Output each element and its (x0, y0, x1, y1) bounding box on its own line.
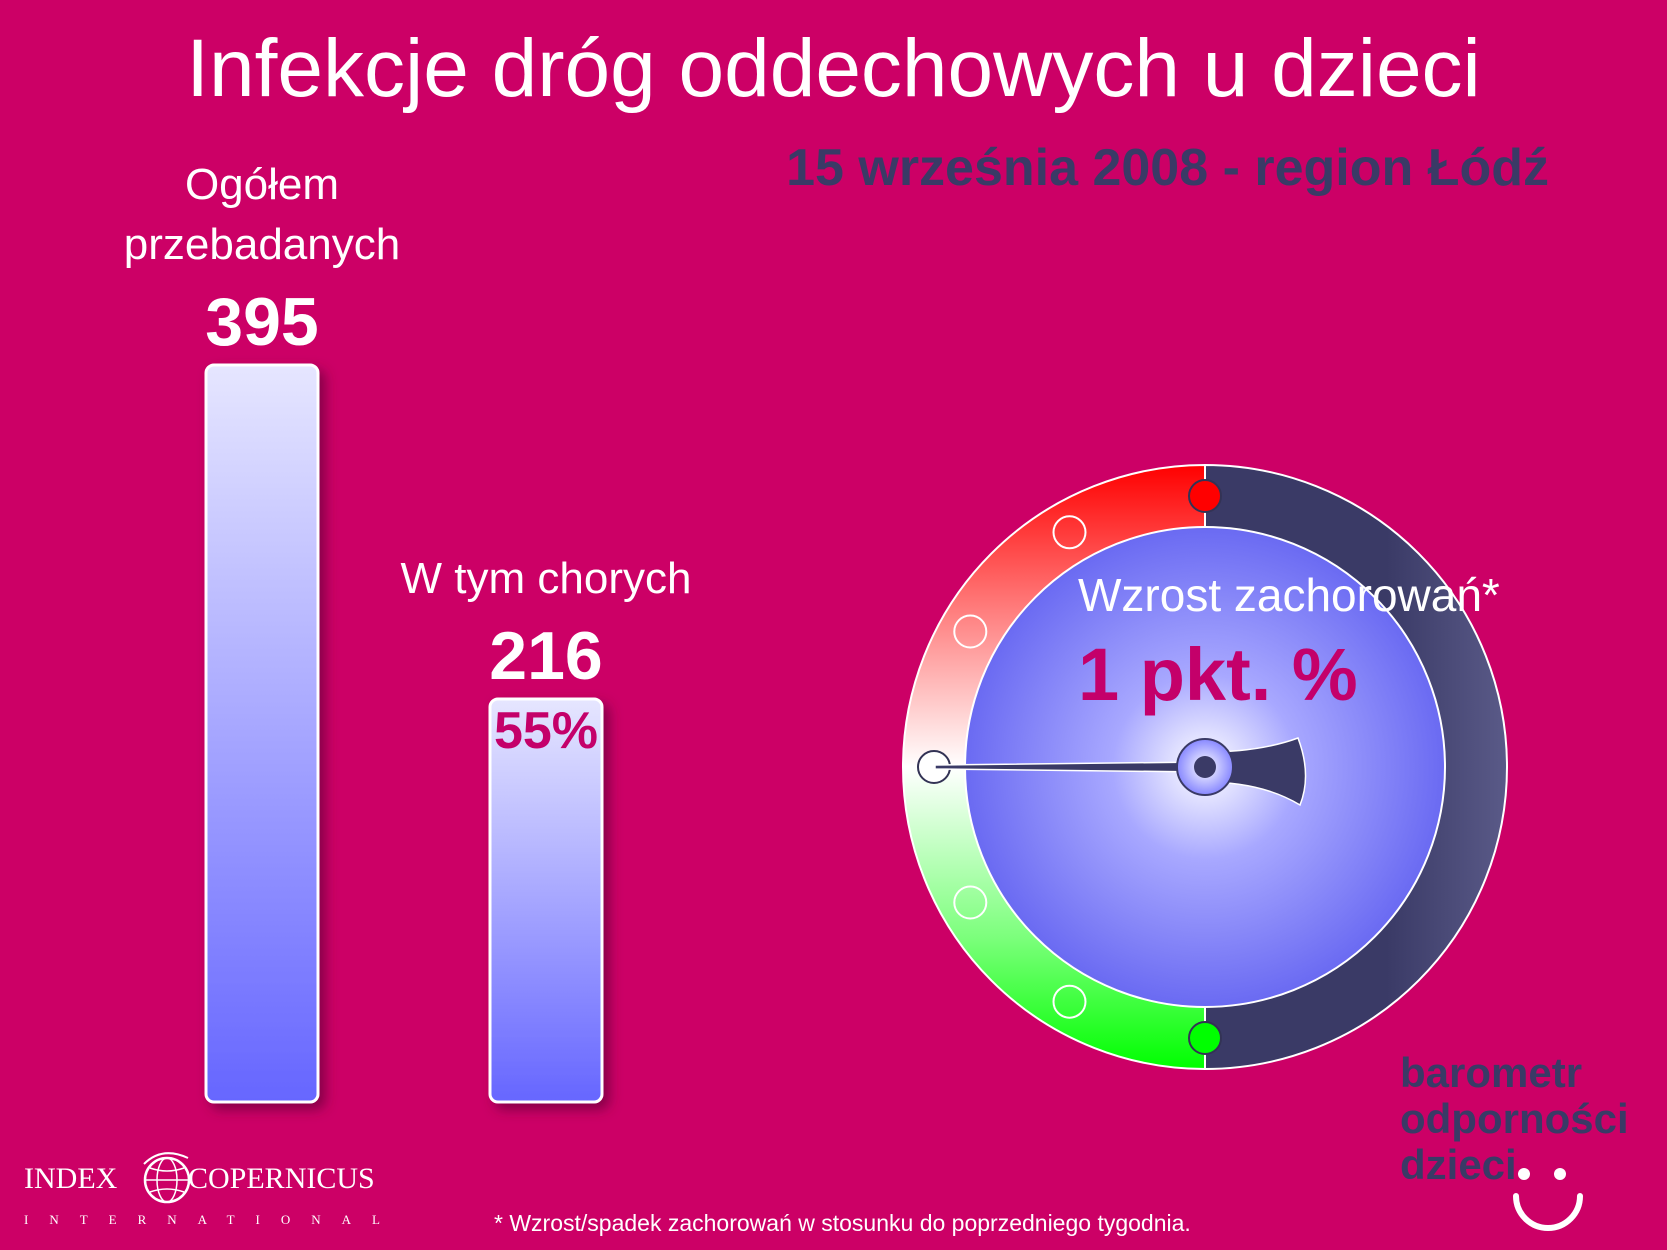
gauge-marker (1188, 1021, 1222, 1055)
brand-line-3: dzieci (1400, 1141, 1517, 1188)
logo-text-international: INTERNATIONAL (24, 1212, 401, 1227)
bar-percent-sick: 55% (493, 701, 599, 760)
bar-value-sick: 216 (489, 617, 603, 694)
gauge (902, 463, 1508, 1071)
bar-label-line: W tym chorych (400, 553, 692, 603)
barometr-brand: barometr odporności dzieci (1400, 1050, 1660, 1188)
gauge-needle (934, 737, 1307, 807)
bar-total (204, 363, 320, 1104)
bar-label-sick: W tym chorych (346, 549, 746, 609)
index-copernicus-logo: INDEX COPERNICUS INTERNATIONAL (24, 1150, 384, 1240)
bar-label-line: Ogółem (184, 160, 340, 209)
smiley-icon (1513, 1168, 1583, 1231)
bar-label-total: Ogółem przebadanych (62, 155, 462, 275)
footnote: * Wzrost/spadek zachorowań w stosunku do… (494, 1210, 1191, 1236)
bar-sick (488, 697, 604, 1104)
gauge-value: 1 pkt. % (1078, 633, 1358, 716)
gauge-marker (1052, 984, 1087, 1019)
logo-text-copernicus: COPERNICUS (188, 1162, 375, 1195)
logo-text-index: INDEX (24, 1162, 118, 1195)
gauge-marker (953, 885, 988, 920)
page-subtitle: 15 września 2008 - region Łódź (786, 139, 1549, 197)
bar-value-total: 395 (205, 284, 319, 360)
gauge-marker (1052, 515, 1087, 550)
gauge-marker (953, 614, 988, 649)
gauge-label: Wzrost zachorowań* (1078, 569, 1500, 621)
gauge-markers (917, 479, 1222, 1055)
brand-line-1: barometr (1400, 1049, 1583, 1096)
bar-label-line: przebadanych (123, 220, 401, 269)
page-title: Infekcje dróg oddechowych u dzieci (186, 23, 1481, 114)
gauge-marker (1188, 479, 1222, 513)
globe-icon (143, 1152, 191, 1204)
brand-line-2: odporności (1400, 1095, 1629, 1142)
